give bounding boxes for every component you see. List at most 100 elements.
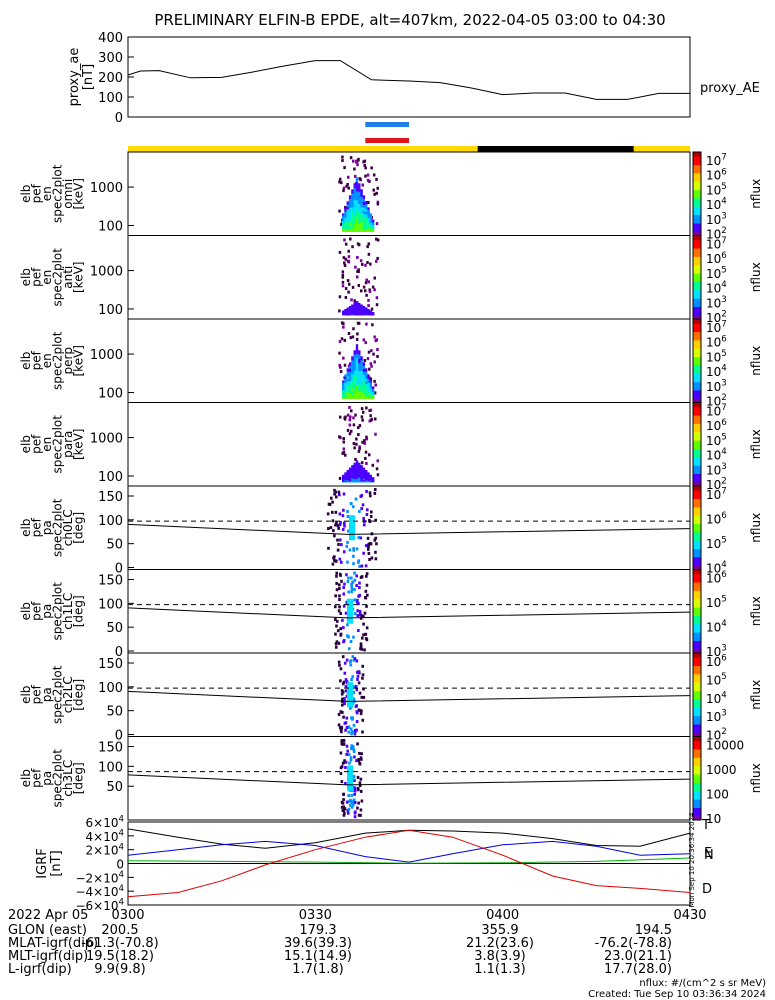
spec-pixel (353, 598, 357, 602)
spec-pixel (371, 219, 375, 221)
spec-pixel (350, 409, 353, 413)
spec-panel-0-label: elb (19, 185, 33, 203)
spec-pixel (359, 645, 363, 649)
colorbar-cell (693, 385, 701, 389)
spec-pixel (353, 183, 356, 188)
igrf-ytick-label: 4×104 (86, 828, 124, 843)
spec-pixel (340, 337, 344, 341)
spec-pixel (343, 759, 346, 763)
spec-pixel (342, 626, 345, 630)
spec-panel-2-ytick-label: 100 (98, 386, 123, 401)
spec-panel-3-frame (127, 402, 691, 487)
spec-pixel (348, 548, 352, 552)
spec-pixel (346, 476, 349, 479)
spec-pixel (355, 688, 359, 692)
spec-pixel (342, 229, 345, 232)
colorbar-cell (693, 692, 701, 696)
colorbar-cell (693, 721, 701, 725)
spec-pixel (367, 242, 371, 246)
colorbar-cell (693, 410, 701, 414)
spec-pixel (345, 744, 349, 748)
spec-pixel (359, 575, 363, 579)
spec-pixel (344, 475, 347, 477)
spec-pixel (350, 298, 353, 302)
spec-panel-6-label: elb (19, 686, 33, 704)
spec-pixel (346, 749, 350, 753)
spec-pixel (365, 208, 368, 212)
footer-row-value: 17.7(28.0) (604, 962, 672, 977)
spec-pixel (342, 742, 346, 746)
spec-pixel (364, 166, 367, 170)
spec-pixel (342, 477, 345, 479)
colorbar-tick-label: 100 (706, 788, 729, 802)
colorbar-cell (693, 460, 701, 464)
colorbar-cell (693, 373, 701, 376)
spec-pixel (355, 472, 359, 476)
spec-pixel (358, 581, 361, 585)
spec-pixel (342, 380, 345, 383)
spec-panel-6-label: [deg] (72, 679, 86, 711)
spec-pixel (360, 310, 363, 312)
spec-pixel (359, 777, 363, 781)
colorbar-cell (693, 494, 701, 497)
igrf-legend-E: E (704, 846, 712, 861)
spec-pixel (362, 517, 365, 521)
spec-pixel (347, 730, 351, 734)
colorbar-cell (693, 538, 701, 541)
spec-pixel (365, 437, 369, 441)
spec-pixel (339, 710, 343, 714)
colorbar-cell (693, 780, 701, 783)
colorbar-cell (693, 517, 701, 520)
loss-cone-solid (127, 774, 691, 786)
spec-pixel (365, 278, 368, 282)
spec-pixel (353, 475, 356, 478)
spec-pixel (351, 675, 355, 679)
spec-pixel (365, 221, 368, 225)
spec-pixel (354, 810, 357, 814)
spec-pixel (344, 211, 347, 214)
colorbar-cell (693, 805, 701, 808)
spec-pixel (360, 472, 363, 475)
colorbar-cell (693, 364, 701, 368)
footer-time-tick: 0330 (299, 908, 332, 923)
spec-pixel (369, 384, 372, 387)
spec-pixel (345, 680, 349, 684)
spec-panel-1-ytick-label: 1000 (90, 265, 123, 280)
spec-pixel (353, 211, 356, 216)
footer-time-tick: 0300 (111, 908, 144, 923)
spec-pixel (343, 701, 346, 705)
spec-pixel (376, 473, 380, 477)
spec-pixel (353, 470, 356, 473)
spec-pixel (344, 477, 347, 479)
spec-pixel (348, 418, 352, 422)
spec-pixel (357, 158, 360, 162)
spec-pixel (355, 759, 358, 763)
spec-pixel (342, 310, 345, 312)
spec-pixel (354, 704, 358, 708)
spec-pixel (360, 467, 363, 470)
spec-pixel (351, 306, 354, 308)
spec-pixel (371, 228, 375, 230)
colorbar-cell (693, 590, 701, 593)
spec-pixel (343, 261, 346, 265)
spec-pixel (369, 226, 372, 229)
spec-pixel (371, 386, 375, 388)
spec-pixel (346, 370, 349, 374)
spec-pixel (360, 474, 363, 477)
colorbar-cell (693, 256, 701, 259)
spec-pixel (343, 338, 347, 342)
spec-pixel (342, 228, 345, 231)
spec-pixel (362, 362, 366, 366)
spec-pixel (348, 314, 352, 316)
spec-pixel (371, 397, 375, 399)
spec-pixel (360, 461, 364, 465)
spec-pixel (355, 574, 359, 578)
colorbar-tick-label: 106 (706, 334, 727, 349)
spec-pixel (353, 464, 356, 467)
spec-pixel (342, 481, 345, 483)
spec-pixel (367, 453, 371, 457)
spec-pixel (360, 476, 363, 479)
spec-pixel (358, 227, 361, 232)
spec-pixel (365, 312, 368, 314)
spec-pixel (352, 554, 355, 558)
